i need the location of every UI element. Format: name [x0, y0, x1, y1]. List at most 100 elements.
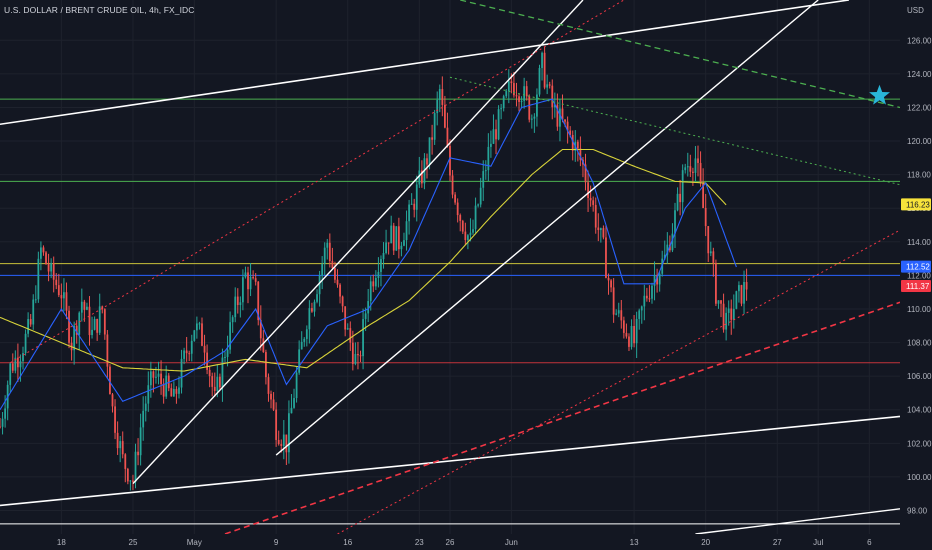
candle-body — [308, 308, 311, 330]
candle-body — [727, 308, 730, 313]
trendlines — [0, 0, 901, 535]
candle-body — [27, 319, 30, 334]
candle-body — [397, 226, 400, 250]
candle-body — [267, 377, 270, 394]
candle-body — [697, 158, 699, 163]
candle-body — [4, 408, 7, 419]
price-tick-label: 110.00 — [907, 305, 931, 314]
trendline-red-dashed-support[interactable] — [224, 301, 901, 535]
time-tick-label: 20 — [701, 538, 710, 547]
candle-body — [740, 285, 743, 304]
candle-body — [336, 279, 339, 285]
candle-body — [663, 254, 666, 259]
trendline-red-dotted-lower[interactable] — [337, 229, 901, 535]
candle-body — [280, 444, 283, 446]
candle-body — [686, 166, 689, 168]
candle-body — [229, 322, 232, 350]
candle-body — [658, 273, 661, 285]
candle-body — [525, 86, 528, 97]
candle-body — [505, 91, 508, 97]
time-axis[interactable]: 18 25 May 9 16 23 26 Jun 13 20 27 Jul 6 — [0, 534, 932, 550]
candle-body — [65, 292, 68, 311]
candle-body — [456, 202, 459, 216]
time-tick-label: 16 — [343, 538, 352, 547]
candle-body — [612, 287, 615, 315]
candle-body — [193, 330, 196, 341]
candle-body — [538, 68, 541, 95]
candle-body — [147, 385, 150, 404]
candle-body — [45, 252, 47, 265]
candle-body — [446, 127, 449, 146]
candle-body — [298, 349, 301, 373]
candle-body — [305, 329, 308, 339]
trendline-channel-left-white[interactable] — [132, 0, 584, 485]
trendline-lower-long-white[interactable] — [0, 415, 901, 507]
trendline-green-dotted-resistance[interactable] — [449, 76, 901, 186]
candle-body — [262, 338, 265, 353]
candle-body — [170, 388, 173, 397]
candle-body — [295, 372, 298, 399]
candle-body — [1, 418, 4, 427]
candle-body — [617, 310, 620, 314]
candle-body — [502, 96, 505, 109]
candle-body — [109, 366, 111, 395]
candle-body — [454, 194, 457, 203]
trendline-green-dashed-resistance[interactable] — [460, 0, 901, 109]
candle-body — [551, 85, 554, 108]
candle-body — [311, 308, 313, 312]
candle-body — [472, 229, 474, 233]
price-tick-label: 114.00 — [907, 238, 931, 247]
trendline-upper-long-white[interactable] — [0, 0, 849, 126]
candle-body — [234, 296, 237, 318]
candle-body — [640, 306, 643, 311]
candle-body — [132, 480, 134, 482]
candle-body — [331, 260, 334, 269]
candle-body — [428, 137, 431, 165]
price-tag-label: 112.52 — [906, 263, 930, 272]
candle-body — [349, 328, 352, 343]
candle-body — [334, 268, 336, 280]
candle-body — [377, 271, 380, 279]
candle-body — [408, 204, 410, 222]
candlestick-series — [0, 46, 748, 491]
candle-body — [720, 300, 722, 304]
candle-body — [410, 203, 413, 205]
candle-body — [436, 99, 439, 114]
candle-body — [137, 451, 139, 456]
candle-body — [477, 204, 480, 206]
candle-body — [201, 323, 203, 346]
candle-body — [155, 376, 157, 378]
price-tags: 116.23 112.52 111.37 — [901, 198, 931, 292]
candle-body — [559, 108, 561, 127]
candle-body — [180, 358, 183, 388]
trendline-bottom-right-white[interactable] — [695, 508, 901, 535]
candle-body — [653, 275, 656, 286]
time-axis-bg — [0, 534, 932, 550]
candle-body — [249, 276, 252, 290]
candle-body — [385, 242, 387, 253]
candle-body — [37, 258, 40, 300]
candle-body — [699, 162, 702, 184]
trendline-channel-right-white[interactable] — [275, 0, 819, 456]
candle-body — [571, 134, 574, 151]
candle-body — [93, 318, 96, 330]
candle-body — [420, 170, 423, 184]
candle-body — [635, 318, 638, 344]
candle-body — [206, 352, 208, 370]
candle-body — [443, 104, 446, 128]
price-tick-label: 124.00 — [907, 70, 932, 79]
trendline-red-dotted-upper[interactable] — [9, 0, 625, 364]
candle-body — [510, 81, 513, 84]
candle-body — [0, 426, 1, 428]
candle-body — [413, 203, 416, 210]
candle-body — [226, 349, 229, 357]
candle-body — [328, 242, 331, 261]
candle-body — [418, 170, 421, 185]
candle-body — [326, 242, 329, 248]
time-tick-label: May — [187, 538, 202, 547]
candle-body — [566, 121, 569, 131]
candle-body — [351, 342, 354, 364]
price-axis[interactable]: USD 98.00 100.00 102.00 104.00 106.00 108.00 11… — [900, 0, 932, 550]
candle-body — [318, 275, 321, 295]
